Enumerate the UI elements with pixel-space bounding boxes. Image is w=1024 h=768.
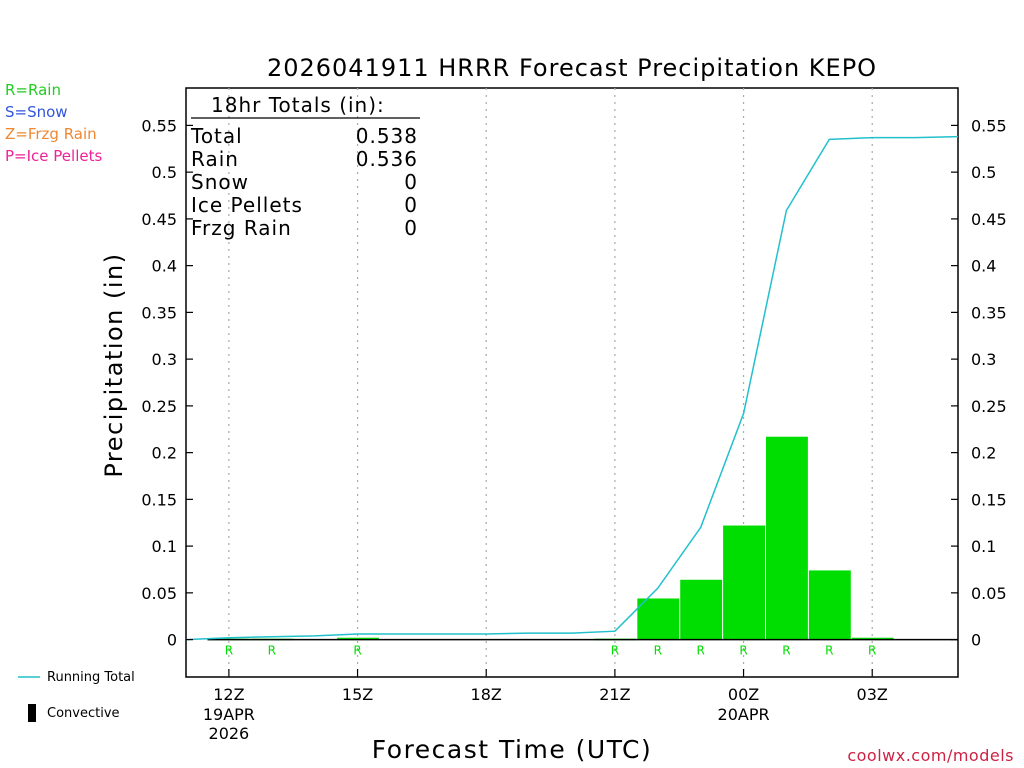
ptype-legend-item: P=Ice Pellets: [5, 147, 103, 165]
precip-bar: [637, 598, 680, 640]
x-tick-year: 2026: [209, 724, 250, 743]
ptype-legend-item: Z=Frzg Rain: [5, 125, 97, 143]
y-tick-label: 0.1: [152, 537, 177, 556]
x-tick-label: 00Z: [728, 685, 759, 704]
y-tick-label: 0.45: [141, 210, 177, 229]
ptype-marker: R: [654, 644, 662, 658]
y-tick-label: 0.2: [152, 444, 177, 463]
y-tick-label: 0.3: [152, 350, 177, 369]
y-tick-label-right: 0.45: [971, 210, 1007, 229]
ptype-legend-item: R=Rain: [5, 81, 61, 99]
y-tick-label-right: 0.3: [971, 350, 996, 369]
running-total-line: [185, 135, 959, 641]
totals-row-value: 0: [404, 170, 418, 194]
ptype-marker: R: [268, 644, 276, 658]
chart-title: 2026041911 HRRR Forecast Precipitation K…: [267, 54, 877, 82]
plot-frame: [185, 87, 959, 678]
y-axis-right: 0 0.05 0.1 0.15 0.2 0.25 0.3 0.35 0.4 0.45 0.5 0.55: [951, 116, 1007, 650]
y-axis-left: 0 0.05 0.1 0.15 0.2 0.25 0.3 0.35 0.4 0.45 0.5 0.55: [141, 116, 193, 650]
convective-legend-swatch: [28, 704, 36, 722]
y-tick-label-right: 0.2: [971, 444, 996, 463]
legend-convective: Convective: [47, 706, 120, 721]
y-tick-label-right: 0: [971, 631, 981, 650]
y-tick-label: 0: [167, 631, 177, 650]
totals-row-label: Rain: [191, 147, 239, 171]
legend-running-total: Running Total: [47, 670, 135, 685]
y-tick-label: 0.25: [141, 397, 177, 416]
ptype-marker: R: [868, 644, 876, 658]
y-tick-label-right: 0.35: [971, 303, 1007, 322]
y-tick-label-right: 0.5: [971, 163, 996, 182]
y-axis-label: Precipitation (in): [100, 252, 128, 477]
totals-rows: Total 0.538 Rain 0.536 Snow 0 Ice Pellets 0 Frzg…: [190, 124, 418, 240]
totals-row-label: Frzg Rain: [191, 216, 292, 240]
y-tick-label-right: 0.55: [971, 116, 1007, 135]
y-tick-label: 0.55: [141, 116, 177, 135]
y-tick-label-right: 0.25: [971, 397, 1007, 416]
ptype-marker: R: [353, 644, 361, 658]
x-tick-label: 12Z: [213, 685, 244, 704]
x-tick-label: 21Z: [599, 685, 630, 704]
y-tick-label: 0.5: [152, 163, 177, 182]
ptype-marker: R: [739, 644, 747, 658]
ptype-marker: R: [225, 644, 233, 658]
y-tick-label-right: 0.1: [971, 537, 996, 556]
x-tick-label: 03Z: [857, 685, 888, 704]
totals-row-value: 0: [404, 193, 418, 217]
y-tick-label: 0.4: [152, 257, 177, 276]
totals-row-label: Ice Pellets: [191, 193, 303, 217]
ptype-legend-item: S=Snow: [5, 103, 68, 121]
ptype-marker: R: [696, 644, 704, 658]
precip-bar: [337, 637, 379, 640]
totals-row-value: 0.536: [356, 147, 418, 171]
precip-bar: [680, 579, 723, 640]
precip-bar: [851, 637, 894, 640]
y-tick-label-right: 0.4: [971, 257, 996, 276]
credit-text: coolwx.com/models: [847, 746, 1014, 765]
y-tick-label-right: 0.15: [971, 490, 1007, 509]
ptype-marker: R: [825, 644, 833, 658]
ptype-marker: R: [782, 644, 790, 658]
x-tick-label: 15Z: [342, 685, 373, 704]
y-tick-label: 0.15: [141, 490, 177, 509]
precip-bar: [766, 436, 808, 640]
y-tick-label: 0.35: [141, 303, 177, 322]
precip-bar: [808, 570, 851, 640]
totals-row-label: Total: [190, 124, 243, 148]
totals-row-value: 0: [404, 216, 418, 240]
totals-row-label: Snow: [191, 170, 249, 194]
totals-heading: 18hr Totals (in):: [211, 93, 385, 117]
x-tick-label: 18Z: [471, 685, 502, 704]
x-tick-date: 20APR: [718, 705, 770, 724]
y-tick-label: 0.05: [141, 584, 177, 603]
precip-bar: [723, 525, 765, 640]
x-axis-label: Forecast Time (UTC): [372, 735, 652, 764]
y-tick-label-right: 0.05: [971, 584, 1007, 603]
totals-box: 18hr Totals (in): Total 0.538 Rain 0.536 Sno…: [190, 93, 420, 240]
x-tick-date: 19APR: [203, 705, 255, 724]
precip-bars: [208, 436, 894, 641]
ptype-marker: R: [611, 644, 619, 658]
totals-row-value: 0.538: [356, 124, 418, 148]
